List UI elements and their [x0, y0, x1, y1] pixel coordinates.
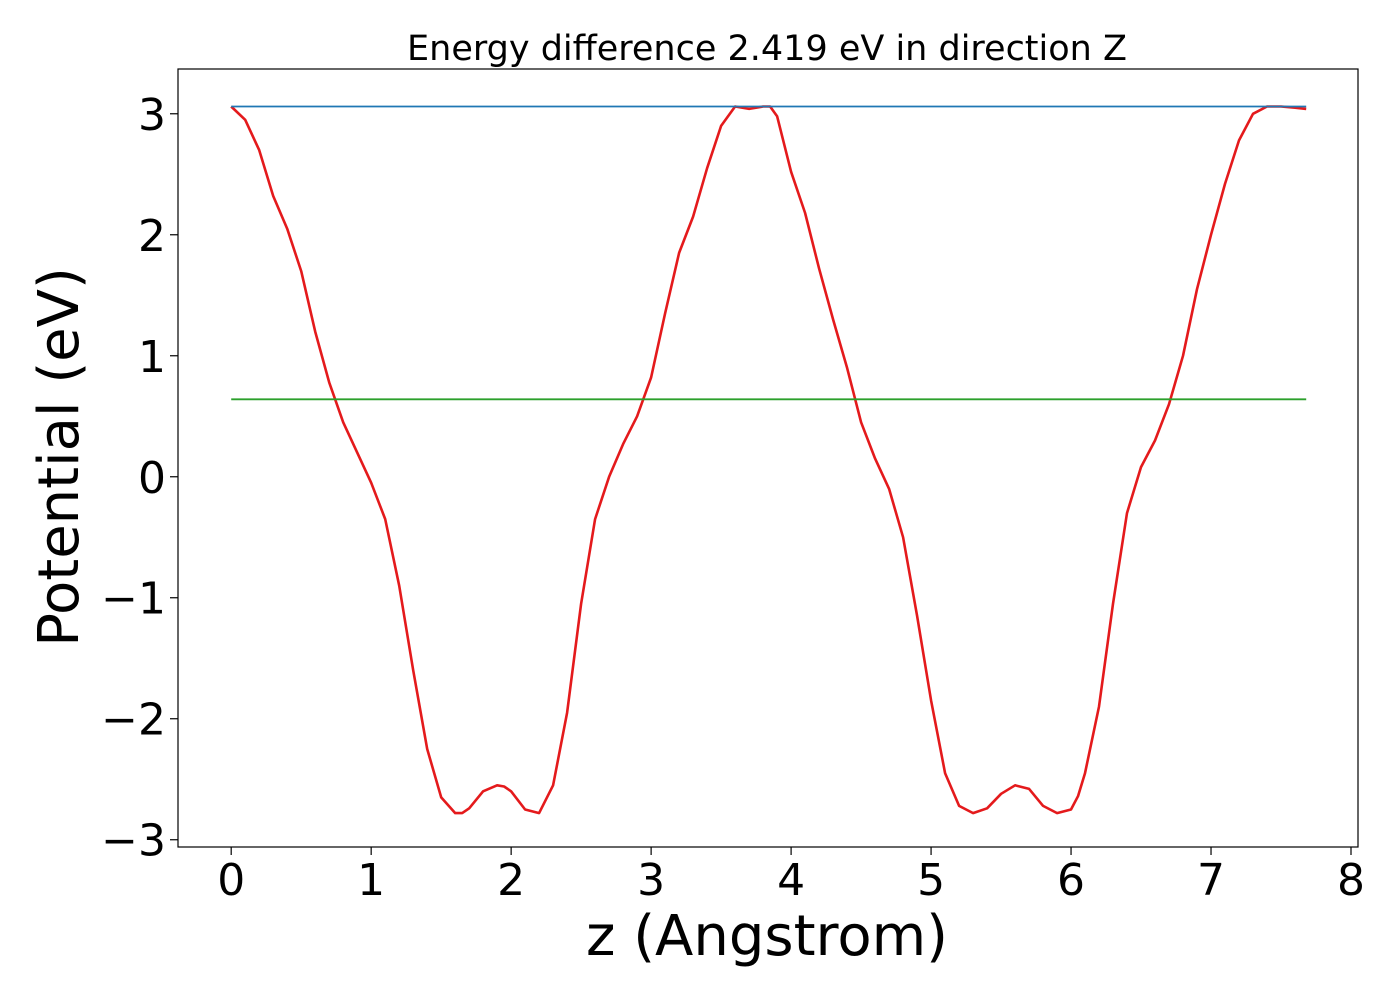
- x-tick-label: 0: [217, 855, 245, 906]
- series-layer: [230, 105, 1307, 815]
- potential-line: [230, 105, 1307, 815]
- x-tick-label: 2: [497, 855, 525, 906]
- y-tick-label: 3: [138, 90, 166, 141]
- y-axis: −3 −2 −1 0 1 2 3: [101, 90, 178, 867]
- chart-title: Energy difference 2.419 eV in direction …: [407, 29, 1127, 69]
- x-tick-label: 4: [777, 855, 805, 906]
- x-axis: 0 1 2 3 4 5 6 7 8: [217, 847, 1365, 906]
- y-tick-label: −2: [101, 695, 166, 746]
- y-axis-label: Potential (eV): [27, 267, 92, 647]
- x-tick-label: 5: [917, 855, 945, 906]
- x-tick-label: 8: [1337, 855, 1365, 906]
- x-tick-label: 1: [357, 855, 385, 906]
- plot-frame: [177, 68, 1359, 848]
- y-tick-label: 1: [138, 332, 166, 383]
- y-tick-label: 2: [138, 211, 166, 262]
- x-tick-label: 6: [1057, 855, 1085, 906]
- x-tick-label: 3: [637, 855, 665, 906]
- plot-area: [177, 68, 1359, 848]
- x-axis-label: z (Angstrom): [586, 904, 948, 969]
- x-tick-label: 7: [1197, 855, 1225, 906]
- y-tick-label: −1: [101, 574, 166, 625]
- y-tick-label: −3: [101, 816, 166, 867]
- y-tick-label: 0: [138, 453, 166, 504]
